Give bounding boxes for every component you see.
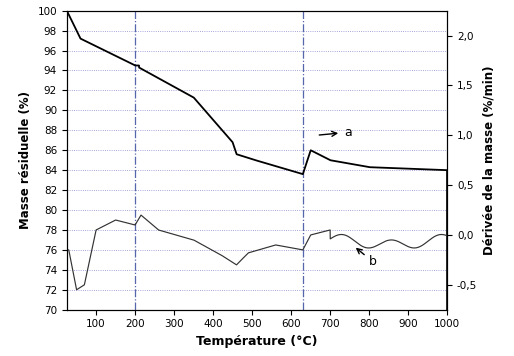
Y-axis label: Dérivée de la masse (%/min): Dérivée de la masse (%/min) xyxy=(483,66,495,255)
Text: b: b xyxy=(357,248,377,268)
Y-axis label: Masse résiduelle (%): Masse résiduelle (%) xyxy=(19,91,32,229)
Text: a: a xyxy=(319,126,352,139)
X-axis label: Température (°C): Température (°C) xyxy=(196,335,318,348)
